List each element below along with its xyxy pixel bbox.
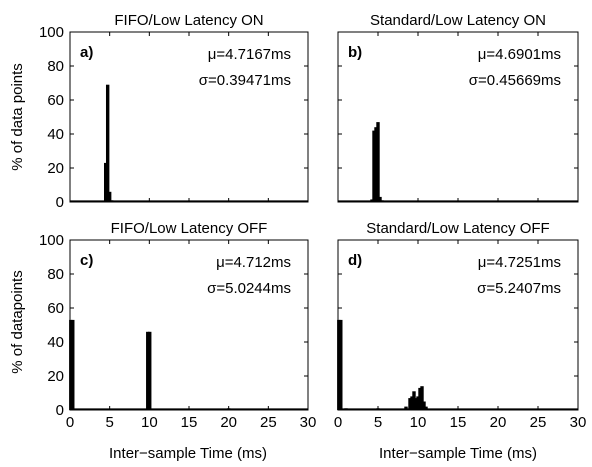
bar	[370, 199, 374, 202]
bar	[420, 386, 424, 410]
mean-annotation: μ=4.6901ms	[478, 46, 561, 63]
ylabel-top: % of data points	[9, 63, 26, 171]
panel-2: Standard/Low Latency ON b) μ=4.6901ms σ=0.4…	[337, 12, 579, 203]
std-annotation: σ=5.0244ms	[207, 280, 291, 297]
bar	[408, 398, 412, 410]
bar	[109, 200, 114, 202]
x-tick-label: 5	[374, 414, 382, 431]
bar	[412, 391, 416, 410]
bar	[104, 162, 108, 202]
x-tick-label: 30	[300, 414, 317, 431]
xlabel-right: Inter−sample Time (ms)	[379, 445, 537, 462]
bar	[380, 200, 384, 202]
x-tick-label: 20	[490, 414, 507, 431]
xlabel-left: Inter−sample Time (ms)	[109, 445, 267, 462]
y-tick-label: 60	[47, 300, 64, 317]
panel-title: Standard/Low Latency OFF	[366, 220, 549, 237]
bar	[146, 331, 150, 410]
x-tick-label: 15	[181, 414, 198, 431]
panel-label: b)	[348, 44, 362, 61]
bar	[410, 396, 414, 410]
bar	[374, 127, 378, 202]
panel-title: FIFO/Low Latency OFF	[111, 220, 268, 237]
bar	[105, 84, 110, 202]
mean-annotation: μ=4.7251ms	[478, 254, 561, 271]
y-tick-label: 100	[39, 24, 64, 41]
bar	[344, 408, 348, 410]
y-tick-label: 80	[47, 266, 64, 283]
bar	[107, 191, 112, 202]
x-tick-label: 25	[530, 414, 547, 431]
bar	[404, 406, 408, 410]
panel-label: c)	[80, 252, 93, 269]
x-tick-label: 15	[450, 414, 467, 431]
x-tick-label: 5	[105, 414, 113, 431]
x-tick-label: 30	[570, 414, 587, 431]
y-tick-label: 40	[47, 334, 64, 351]
y-tick-label: 100	[39, 232, 64, 249]
bar	[422, 401, 426, 410]
bar	[148, 331, 152, 410]
bar	[339, 319, 343, 410]
y-tick-label: 20	[47, 368, 64, 385]
panel-title: FIFO/Low Latency ON	[114, 12, 263, 29]
x-tick-label: 10	[410, 414, 427, 431]
std-annotation: σ=0.45669ms	[469, 72, 561, 89]
ylabel-bottom: % of datapoints	[9, 270, 26, 373]
bar	[372, 130, 376, 202]
y-tick-label: 0	[56, 194, 64, 211]
x-tick-label: 25	[260, 414, 277, 431]
y-tick-label: 40	[47, 126, 64, 143]
x-tick-label: 0	[66, 414, 74, 431]
y-tick-label: 60	[47, 92, 64, 109]
bar	[378, 196, 382, 202]
mean-annotation: μ=4.712ms	[216, 254, 291, 271]
panel-label: a)	[80, 44, 93, 61]
mean-annotation: μ=4.7167ms	[208, 46, 291, 63]
bar	[71, 319, 75, 410]
y-tick-label: 0	[56, 402, 64, 419]
x-tick-label: 20	[220, 414, 237, 431]
y-tick-label: 20	[47, 160, 64, 177]
bar	[337, 319, 341, 410]
panel-3: FIFO/Low Latency OFF 0 5 10 15 20 25 30 0 20 40 60 8…	[39, 220, 316, 431]
panel-4: Standard/Low Latency OFF 0 5 10 15 20 25 30 d) μ=…	[334, 220, 587, 431]
bar	[418, 387, 422, 410]
panel-1: FIFO/Low Latency ON 0 20 40 60 80 100 a) μ=4.716…	[39, 12, 309, 211]
bar	[424, 406, 428, 410]
bar	[69, 319, 73, 410]
std-annotation: σ=5.2407ms	[477, 280, 561, 297]
y-tick-label: 80	[47, 58, 64, 75]
bar	[376, 122, 380, 202]
bar	[414, 398, 418, 410]
bar	[416, 396, 420, 410]
panel-title: Standard/Low Latency ON	[370, 12, 546, 29]
x-tick-label: 10	[141, 414, 158, 431]
panel-label: d)	[348, 252, 362, 269]
std-annotation: σ=0.39471ms	[199, 72, 291, 89]
x-tick-label: 0	[334, 414, 342, 431]
